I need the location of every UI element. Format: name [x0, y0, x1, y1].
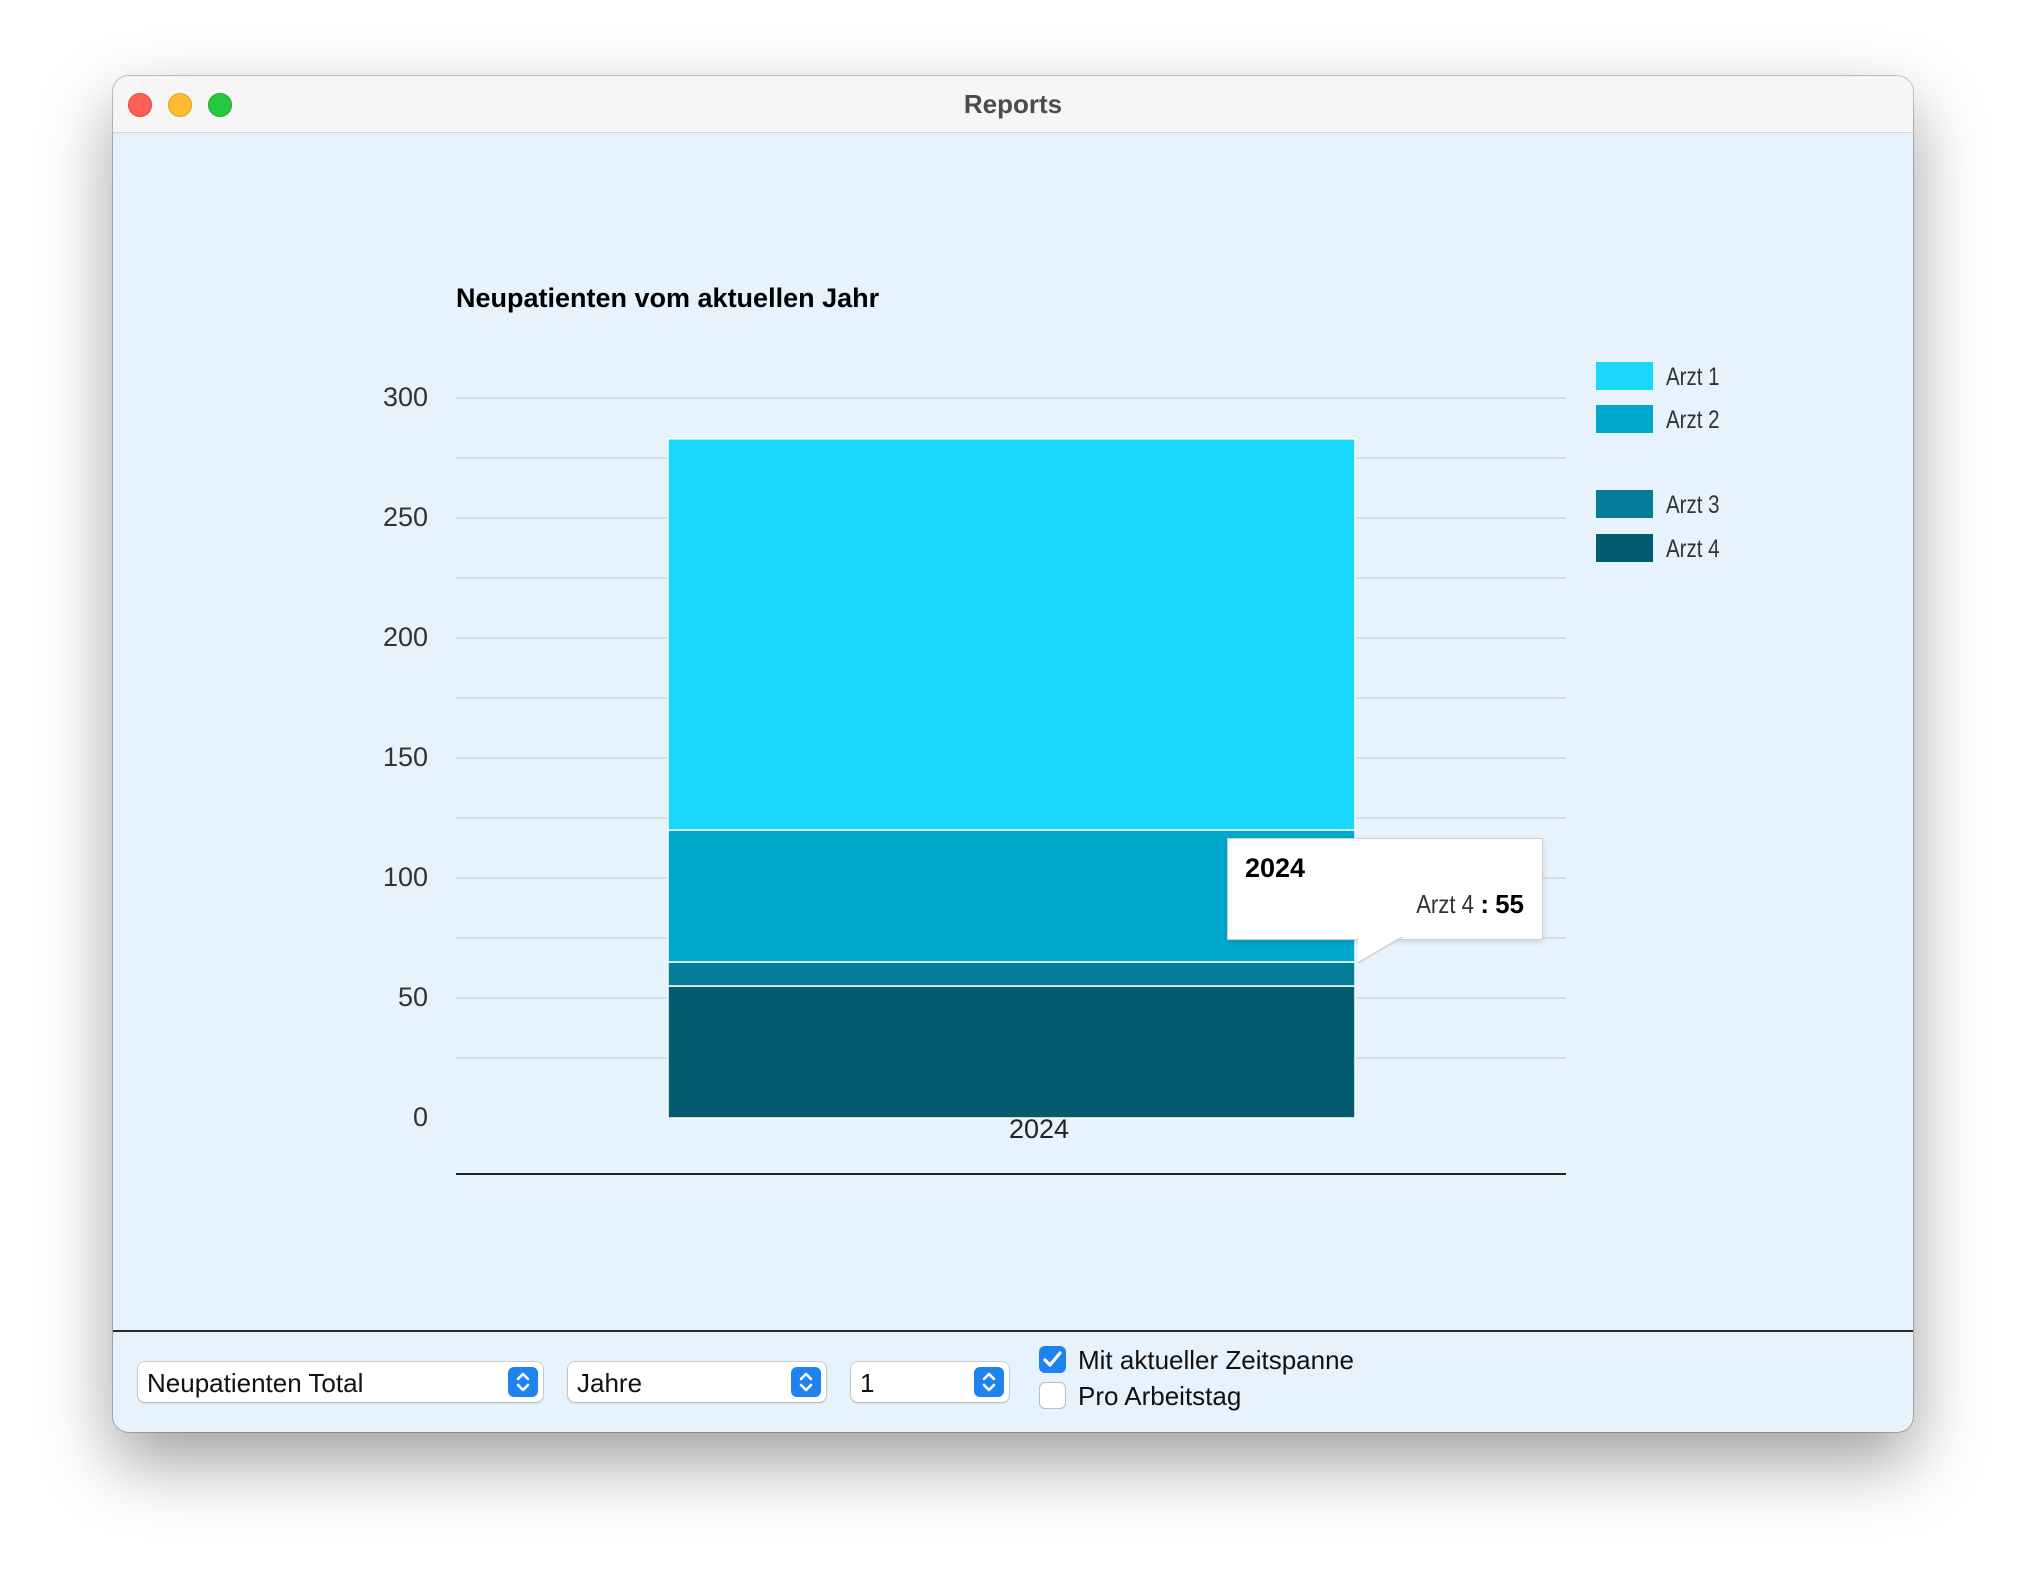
close-window-button[interactable] — [128, 93, 152, 117]
tooltip-separator: : — [1480, 889, 1490, 919]
controls-divider — [113, 1330, 1913, 1332]
legend-swatch — [1596, 362, 1653, 390]
metric-popup[interactable]: Neupatienten Total — [138, 1362, 543, 1402]
title-bar: Reports — [113, 76, 1913, 133]
zoom-window-button[interactable] — [208, 93, 232, 117]
bar-segment-arzt-4[interactable] — [667, 985, 1356, 1119]
per-workday-checkbox[interactable] — [1039, 1382, 1066, 1409]
tooltip-pointer — [1358, 937, 1403, 964]
bar-segment-arzt-3[interactable] — [667, 961, 1356, 987]
chart-canvas — [456, 397, 1566, 1175]
y-tick-label: 300 — [382, 382, 428, 412]
tooltip-title: 2024 — [1245, 853, 1306, 883]
chevron-up-down-icon — [508, 1367, 538, 1397]
checkmark-icon — [1043, 1351, 1062, 1367]
tooltip-series-name: Arzt 4 — [1416, 889, 1475, 919]
legend-label: Arzt 2 — [1666, 406, 1720, 434]
time-unit-popup[interactable]: Jahre — [568, 1362, 826, 1402]
metric-popup-value: Neupatienten Total — [147, 1368, 364, 1398]
time-unit-popup-value: Jahre — [577, 1368, 643, 1398]
legend-swatch — [1596, 490, 1653, 518]
chevron-up-down-icon — [791, 1367, 821, 1397]
minimize-window-button[interactable] — [168, 93, 192, 117]
chevron-up-down-icon — [974, 1367, 1004, 1397]
y-tick-label: 150 — [382, 742, 428, 772]
legend-label: Arzt 1 — [1666, 363, 1720, 391]
current-period-checkbox[interactable] — [1039, 1346, 1066, 1373]
tooltip-row: Arzt 4:55 — [1406, 889, 1524, 920]
chart-title: Neupatienten vom aktuellen Jahr — [456, 283, 880, 313]
window-title: Reports — [963, 89, 1063, 119]
tooltip-value: 55 — [1495, 889, 1524, 919]
legend-swatch — [1596, 534, 1653, 562]
chart-tooltip: 2024 Arzt 4:55 — [1227, 838, 1543, 940]
y-tick-label: 50 — [397, 982, 428, 1012]
period-count-popup[interactable]: 1 — [851, 1362, 1009, 1402]
legend-swatch — [1596, 405, 1653, 433]
reports-window: Reports Neupatienten vom aktuellen Jahr … — [113, 76, 1913, 1432]
legend-label: Arzt 3 — [1666, 491, 1720, 519]
y-tick-label: 0 — [412, 1102, 428, 1132]
y-tick-label: 100 — [382, 862, 428, 892]
x-tick-label: 2024 — [1008, 1114, 1070, 1144]
current-period-label[interactable]: Mit aktueller Zeitspanne — [1078, 1345, 1355, 1375]
y-tick-label: 250 — [382, 502, 428, 532]
bar-segment-arzt-1[interactable] — [667, 438, 1356, 831]
period-count-popup-value: 1 — [860, 1368, 875, 1398]
legend-label: Arzt 4 — [1666, 535, 1720, 563]
per-workday-label[interactable]: Pro Arbeitstag — [1078, 1381, 1242, 1411]
y-tick-label: 200 — [382, 622, 428, 652]
